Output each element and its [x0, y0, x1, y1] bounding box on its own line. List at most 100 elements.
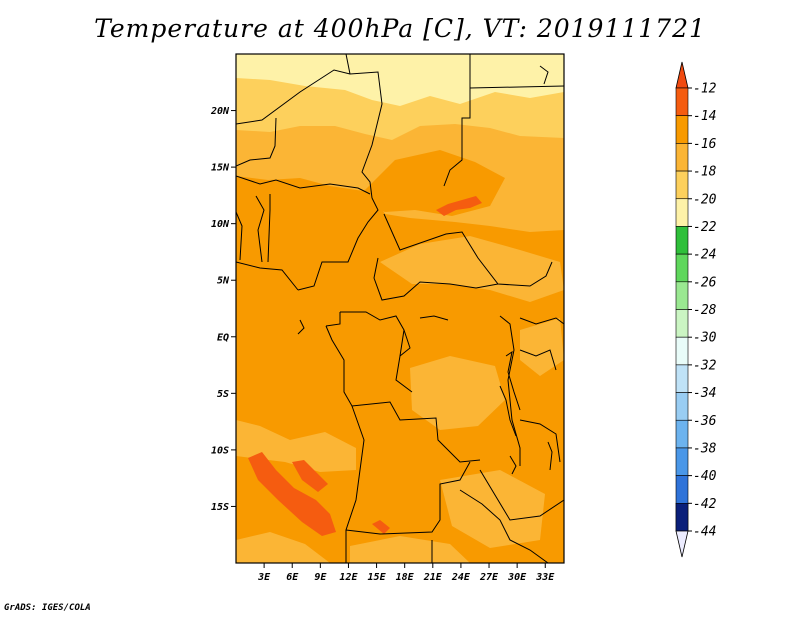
lat-tick-label: 10N — [211, 219, 230, 230]
colorbar-bin — [675, 115, 689, 144]
colorbar-label: -44 — [693, 525, 716, 540]
coastline — [297, 319, 305, 335]
lat-tick-label: 5N — [217, 276, 230, 287]
lon-tick-label: 24E — [451, 572, 471, 583]
border-line — [539, 65, 549, 85]
field-patch-minus-12-bottom — [372, 520, 390, 534]
colorbar-label: -30 — [693, 331, 717, 346]
lat-tick-label: 15S — [211, 502, 229, 513]
longitude-axis: 3E 6E 9E 12E 15E 18E 21E 24E 27E 30E 33E — [257, 563, 555, 583]
lake-shore — [509, 455, 517, 475]
lon-tick-label: 15E — [368, 572, 387, 583]
border-line — [325, 312, 341, 327]
border-line — [345, 54, 351, 75]
border-line — [325, 325, 481, 463]
colorbar-label: -32 — [693, 358, 717, 373]
border-line — [459, 489, 549, 563]
border-line — [519, 349, 557, 371]
colorbar-bin — [675, 253, 689, 283]
colorbar-bin — [675, 364, 689, 393]
colorbar-label: -14 — [693, 109, 716, 124]
colorbar-label: -40 — [693, 469, 717, 484]
latitude-axis: 20N 15N 10N 5N EQ 5S 10S 15S — [210, 106, 236, 513]
border-line — [519, 317, 564, 325]
colorbar-bin — [675, 281, 689, 310]
field-band-minus-20-north — [236, 54, 564, 106]
lake-shore — [505, 350, 521, 411]
field-patch-minus-16-bottom-east — [350, 536, 470, 563]
colorbar-bin — [675, 336, 689, 366]
colorbar-label: -18 — [693, 165, 717, 180]
border-line — [236, 69, 383, 199]
map-frame — [235, 53, 565, 564]
field-patch-minus-16-south — [410, 356, 505, 430]
colorbar-bin — [675, 503, 689, 532]
lon-tick-label: 27E — [479, 572, 499, 583]
lat-tick-label: 15N — [211, 163, 230, 174]
colorbar-bin — [675, 309, 689, 338]
lake-shore — [499, 385, 517, 437]
lake-shore — [419, 315, 449, 321]
colorbar-label: -38 — [693, 441, 717, 456]
grads-credit: GrADS: IGES/COLA — [4, 603, 91, 613]
colorbar-label: -24 — [693, 248, 716, 263]
border-line — [340, 311, 405, 357]
lon-tick-label: 6E — [286, 572, 299, 583]
colorbar-bin — [675, 226, 689, 255]
colorbar-bin — [675, 170, 689, 200]
country-borders — [236, 54, 564, 563]
border-line — [383, 213, 553, 287]
colorbar-bin — [675, 392, 689, 421]
colorbar-label: -20 — [693, 192, 717, 207]
border-line — [236, 175, 371, 195]
lon-tick-label: 18E — [396, 572, 415, 583]
border-line — [443, 54, 471, 187]
colorbar-arrow-bottom — [675, 530, 689, 558]
lake-shore — [547, 441, 553, 471]
field-patch-minus-12-small — [292, 460, 328, 492]
field-patch-minus-16-southeast — [440, 470, 545, 548]
lat-tick-label: EQ — [217, 332, 229, 343]
colorbar-label: -22 — [693, 220, 717, 235]
border-line — [345, 405, 365, 563]
border-line — [469, 85, 564, 89]
lon-tick-label: 3E — [257, 572, 271, 583]
border-line — [255, 195, 265, 263]
lon-tick-label: 12E — [339, 572, 358, 583]
border-line — [479, 469, 564, 521]
lat-tick-label: 20N — [210, 106, 230, 117]
border-line — [345, 461, 471, 535]
coastline — [236, 211, 243, 261]
colorbar-label: -34 — [693, 386, 716, 401]
colorbar-label: -16 — [693, 137, 717, 152]
border-line — [395, 329, 413, 393]
colorbar-label: -36 — [693, 414, 717, 429]
lon-tick-label: 9E — [314, 572, 327, 583]
colorbar-label: -28 — [693, 303, 717, 318]
colorbar-label: -26 — [693, 275, 717, 290]
map-title: Temperature at 400hPa [C], VT: 201911172… — [94, 14, 706, 43]
lon-tick-label: 21E — [423, 572, 443, 583]
field-patch-minus-12-northeast — [436, 196, 482, 216]
field-patch-minus-12-southwest — [248, 452, 336, 536]
lon-tick-label: 33E — [535, 572, 555, 583]
border-line — [236, 117, 277, 167]
colorbar-bin — [675, 143, 689, 172]
colorbar-bin — [675, 475, 689, 504]
border-line — [519, 419, 561, 463]
colorbar-bin — [675, 419, 689, 449]
temperature-field — [236, 54, 564, 563]
border-line — [236, 261, 299, 291]
colorbar-label: -42 — [693, 497, 717, 512]
field-patch-minus-16-bottom — [236, 532, 330, 563]
colorbar-bin — [675, 447, 689, 476]
border-line — [267, 194, 271, 263]
lat-tick-label: 10S — [211, 445, 229, 456]
border-line — [373, 257, 499, 301]
border-line — [297, 197, 379, 291]
colorbar-bin — [675, 87, 689, 116]
border-line — [499, 315, 521, 466]
lon-tick-label: 30E — [507, 572, 527, 583]
colorbar-label: -12 — [693, 82, 717, 97]
